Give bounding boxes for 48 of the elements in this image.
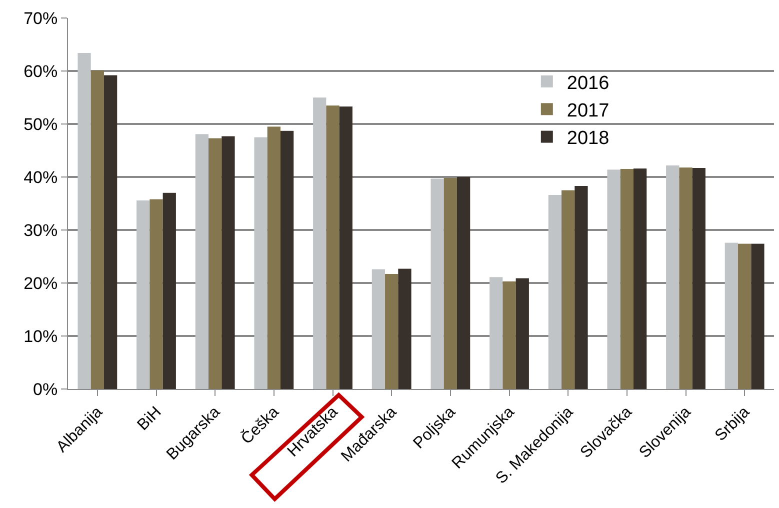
bar [751, 244, 764, 389]
bar [136, 200, 150, 389]
y-tick-label: 70% [24, 8, 58, 28]
bar [313, 98, 326, 389]
bar [150, 199, 163, 389]
y-tick-label: 40% [24, 168, 58, 187]
bar [444, 178, 457, 389]
bar [666, 165, 680, 389]
bar [548, 195, 562, 389]
bar [222, 136, 235, 389]
bar [574, 186, 588, 389]
bar [339, 106, 352, 389]
bar [267, 126, 280, 389]
y-tick-label: 0% [33, 380, 58, 399]
bar [490, 277, 503, 389]
bar [254, 137, 268, 389]
bar [385, 274, 398, 389]
bar [398, 268, 412, 389]
y-tick-label: 10% [24, 326, 58, 346]
bar [90, 70, 104, 389]
bar [104, 75, 118, 389]
x-tick-label: BiH [134, 404, 165, 434]
bar [280, 130, 294, 389]
bar [724, 242, 738, 389]
bar [162, 192, 176, 389]
bar [372, 269, 386, 389]
bar [430, 178, 444, 389]
bar [326, 105, 340, 389]
bar [633, 168, 647, 389]
bar [607, 170, 620, 389]
bar [78, 52, 91, 389]
bar [456, 177, 470, 389]
bar [679, 167, 692, 389]
y-tick-label: 30% [24, 220, 58, 240]
bar [562, 190, 575, 389]
bar [516, 278, 529, 389]
bar [195, 134, 209, 389]
bar [502, 281, 516, 389]
bar [692, 168, 706, 389]
legend-label: 2018 [566, 128, 610, 150]
bar [208, 138, 222, 389]
y-tick-label: 60% [24, 62, 58, 81]
legend-label: 2017 [566, 100, 610, 122]
y-tick-label: 50% [24, 114, 58, 134]
bar [738, 244, 752, 389]
bar [620, 169, 634, 389]
legend-label: 2016 [566, 72, 610, 94]
y-tick-label: 20% [24, 274, 58, 293]
